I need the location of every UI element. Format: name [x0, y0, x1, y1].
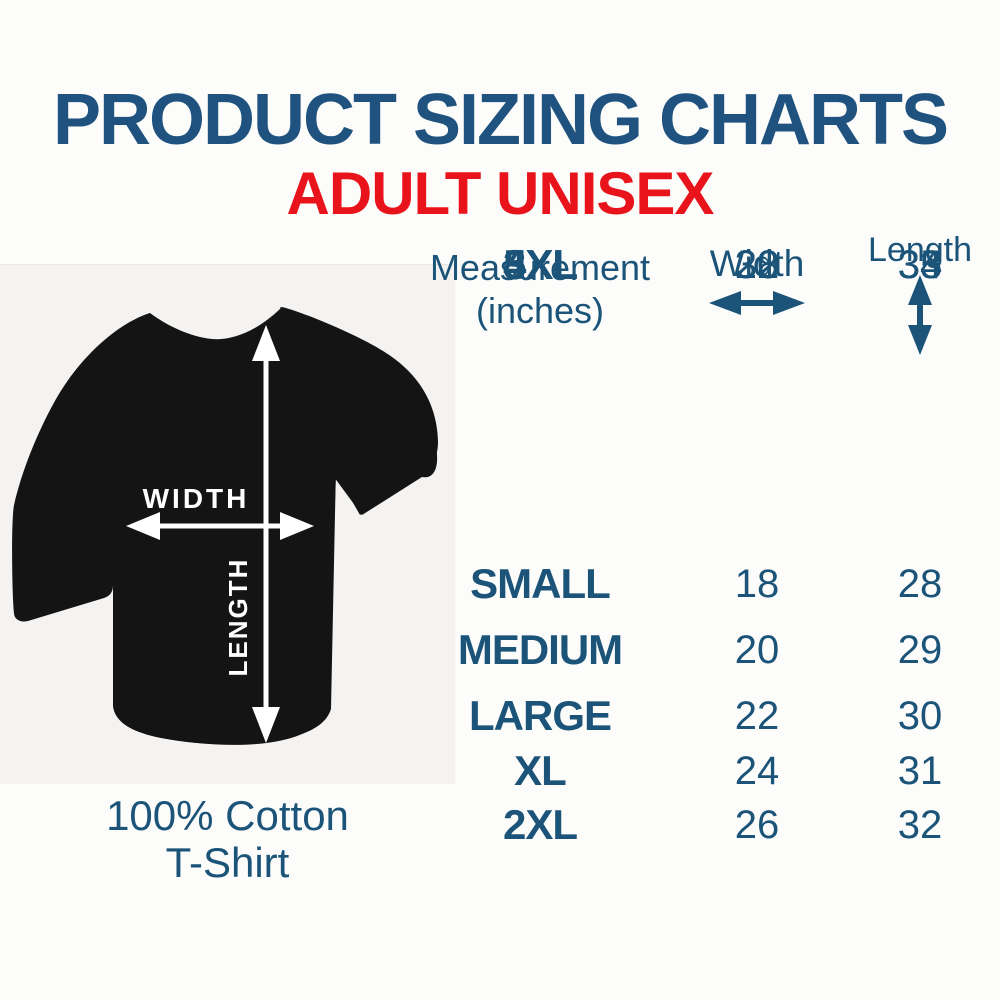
length-cell: 35 [897, 242, 943, 287]
width-cell: 22 [734, 693, 780, 738]
width-cell: 24 [734, 748, 780, 793]
width-column-label: Width [709, 243, 805, 284]
size-cell: SMALL [470, 560, 611, 607]
page-title: PRODUCT SIZING CHARTS [53, 80, 949, 160]
length-cell: 28 [897, 561, 943, 606]
caption-line2: T-Shirt [165, 839, 290, 886]
size-cell: MEDIUM [457, 626, 623, 673]
column-header-length: Length [854, 233, 986, 355]
product-photo: WIDTH LENGTH [0, 264, 455, 784]
length-cell: 29 [897, 627, 943, 672]
table-row: XL 24 31 [420, 746, 986, 796]
measurement-label-line2: (inches) [475, 290, 605, 331]
size-cell: LARGE [469, 692, 612, 739]
caption-line1: 100% Cotton [106, 792, 349, 839]
size-cell: 3XL [502, 241, 578, 288]
length-cell: 32 [897, 802, 943, 847]
length-cell: 31 [897, 748, 943, 793]
table-row: SMALL 18 28 [420, 559, 986, 609]
table-row: 2XL 26 32 [420, 800, 986, 850]
width-cell: 28 [734, 242, 780, 287]
measurement-label-line1: Measurement [429, 247, 651, 288]
length-label: LENGTH [223, 558, 253, 677]
width-cell: 32 [734, 242, 780, 287]
width-arrow [126, 512, 314, 540]
column-header-width: Width [660, 243, 854, 316]
sizing-table: Measurement (inches) Width Length SMALL … [420, 233, 986, 860]
table-row: 3XL 28 33 [420, 240, 986, 290]
page-subtitle: ADULT UNISEX [286, 160, 715, 227]
size-cell: XL [514, 747, 567, 794]
width-label: WIDTH [143, 483, 250, 514]
table-row: LARGE 22 30 [420, 691, 986, 741]
table-row: MEDIUM 20 29 [420, 625, 986, 675]
length-arrow-icon [908, 275, 932, 355]
width-arrow-icon [709, 291, 805, 315]
width-cell: 30 [734, 242, 780, 287]
tshirt-right-sleeve [280, 307, 438, 515]
width-cell: 18 [734, 561, 780, 606]
width-cell: 20 [734, 627, 780, 672]
width-cell: 26 [734, 802, 780, 847]
tshirt-image: WIDTH LENGTH [12, 307, 439, 745]
table-row: 4XL 30 34 [420, 240, 986, 290]
length-cell: 34 [897, 242, 943, 287]
size-cell: 4XL [502, 241, 578, 288]
table-row: 5XL 32 35 [420, 240, 986, 290]
length-arrow [252, 325, 280, 743]
size-cell: 2XL [502, 801, 578, 848]
size-cell: 5XL [502, 241, 578, 288]
column-header-measurement: Measurement (inches) [420, 246, 660, 332]
length-cell: 30 [897, 693, 943, 738]
length-column-label: Length [868, 231, 972, 269]
length-cell: 33 [897, 242, 943, 287]
photo-caption: 100% Cotton T-Shirt [0, 792, 455, 886]
